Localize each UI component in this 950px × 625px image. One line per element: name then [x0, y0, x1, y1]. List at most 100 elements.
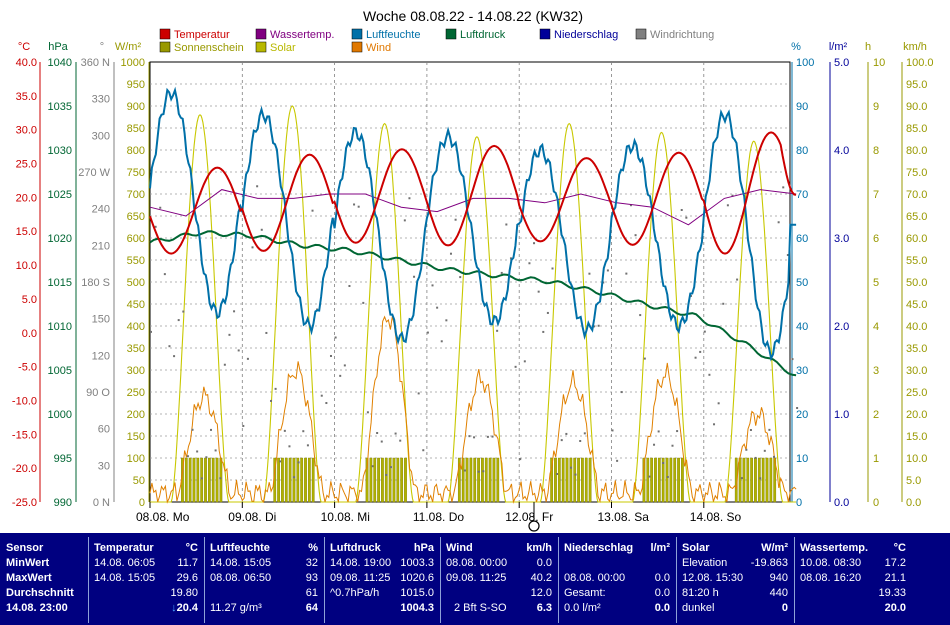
legend-label: Niederschlag — [554, 29, 618, 41]
wind-axis-tick: 45.0 — [906, 299, 927, 311]
col-water: Wassertemp. °C 10.08. 08:30 17.2 08.08. 16… — [796, 539, 910, 623]
wind-direction-dot — [546, 311, 549, 314]
time-cursor-icon[interactable] — [528, 520, 540, 532]
wind-direction-dot — [514, 365, 517, 368]
row-label-avg: Durchschnitt — [6, 587, 74, 599]
hum-axis-tick: 70 — [796, 189, 808, 201]
wind-direction-dot — [173, 355, 176, 358]
sunshine-bar — [400, 457, 404, 503]
wind-direction-dot — [583, 432, 586, 435]
rain-max: 0.0 — [654, 572, 670, 584]
series — [149, 86, 799, 504]
trend-down-icon: ↓ — [171, 602, 177, 614]
wind-direction-dot — [159, 206, 162, 209]
press-axis-tick: 1040 — [48, 57, 72, 69]
temp-current: ↓20.4 — [171, 602, 198, 614]
dir-axis-unit: ° — [100, 41, 104, 53]
wind-direction-dot — [214, 449, 217, 452]
header-temperature: Temperatur — [94, 542, 154, 554]
temp-axis-tick: 20.0 — [16, 192, 37, 204]
wind-direction-dot — [625, 272, 628, 275]
temp-axis-tick: 25.0 — [16, 159, 37, 171]
wind-direction-dot — [408, 197, 411, 200]
wind-direction-dot — [329, 354, 332, 357]
wind-direction-dot — [708, 373, 711, 376]
col-wind: Wind km/h 08.08. 00:00 0.0 09.08. 11:25 40.… — [442, 539, 556, 623]
rain-total: 0.0 — [654, 587, 670, 599]
dir-axis-tick: 270 W — [78, 167, 110, 179]
sunshine-bar — [192, 457, 196, 503]
sunshine-bar — [677, 457, 680, 503]
rain-current: 0.0 — [654, 602, 670, 614]
wind-direction-dot — [269, 399, 272, 402]
sunshine-bar — [281, 457, 284, 503]
wind-direction-dot — [440, 340, 443, 343]
wind-axis-unit: km/h — [903, 41, 927, 53]
sunshine-bar — [657, 457, 661, 503]
temp-axis-tick: 10.0 — [16, 260, 37, 272]
sunshine-bar — [473, 457, 477, 503]
sunshine-bar — [392, 457, 396, 503]
wind-direction-dot — [348, 284, 351, 287]
wind-direction-dot — [717, 402, 720, 405]
wind-direction-dot — [579, 439, 582, 442]
wind-direction-dot — [242, 424, 245, 427]
wind-axis-tick: 85.0 — [906, 123, 927, 135]
temp-axis-unit: °C — [18, 41, 30, 53]
solar-axis-tick: 0 — [139, 497, 145, 509]
wind-direction-dot — [186, 455, 189, 458]
wind-direction-dot — [454, 218, 457, 221]
wind-direction-dot — [611, 429, 614, 432]
row-label-current: 14.08. 23:00 — [6, 602, 68, 614]
unit-water: °C — [893, 542, 906, 554]
wind-direction-dot — [449, 252, 452, 255]
wind-direction-dot — [551, 267, 554, 270]
dir-axis-tick: 30 — [98, 460, 110, 472]
wind-direction-dot — [606, 269, 609, 272]
wind-direction-dot — [459, 276, 462, 279]
sunshine-bar — [573, 457, 577, 503]
legend: Temperatur Wassertemp. Luftfeuchte Luftdruc… — [159, 28, 714, 54]
wind-direction-dot — [620, 391, 623, 394]
sun-axis-tick: 6 — [873, 233, 879, 245]
wind-direction-dot — [463, 469, 466, 472]
water-temp-line — [149, 189, 797, 226]
dir-axis-tick: 150 — [92, 314, 110, 326]
wind-direction-dot — [168, 345, 171, 348]
solar-axis-tick: 700 — [127, 189, 145, 201]
wind-direction-dot — [306, 444, 309, 447]
wind-min-time: 08.08. 00:00 — [446, 557, 508, 569]
unit-humidity: % — [308, 542, 318, 554]
humidity-line — [149, 86, 797, 362]
wind-direction-dot — [426, 331, 429, 334]
hum-axis-tick: 20 — [796, 409, 808, 421]
sunshine-bar — [296, 457, 300, 503]
wind-direction-dot — [713, 423, 716, 426]
press-axis-tick: 1005 — [48, 365, 72, 377]
wind-direction-dot — [726, 204, 729, 207]
sunshine-bar — [211, 457, 215, 503]
x-day-label: 10.08. Mi — [321, 510, 370, 524]
rain-axis-tick: 0.0 — [834, 497, 849, 509]
sunshine-bar — [669, 457, 673, 503]
solar-axis-unit: W/m² — [115, 41, 142, 53]
sunshine-bar — [673, 457, 677, 503]
wind-axis-tick: 0.0 — [906, 497, 921, 509]
hum-min-time: 14.08. 15:05 — [210, 557, 272, 569]
rain-rate: 0.0 l/m² — [564, 602, 601, 614]
dir-axis-tick: 0 N — [93, 497, 110, 509]
legend-label: Solar — [270, 42, 296, 54]
press-axis-tick: 1020 — [48, 233, 72, 245]
wind-direction-dot — [759, 477, 762, 480]
dir-axis-tick: 60 — [98, 424, 110, 436]
press-axis-tick: 990 — [54, 497, 72, 509]
wind-direction-dot — [653, 443, 656, 446]
wind-direction-dot — [265, 331, 268, 334]
dir-axis-tick: 120 — [92, 350, 110, 362]
wind-direction-dot — [219, 477, 222, 480]
wind-direction-dot — [542, 330, 545, 333]
temp-axis-tick: 5.0 — [22, 294, 37, 306]
press-min-time: 14.08. 19:00 — [330, 557, 392, 569]
sunshine-bar — [484, 457, 488, 503]
solar-axis-tick: 600 — [127, 233, 145, 245]
